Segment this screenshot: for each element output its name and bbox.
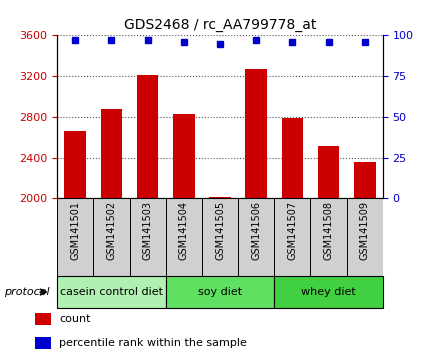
Text: GSM141502: GSM141502 xyxy=(106,201,117,260)
Text: GSM141507: GSM141507 xyxy=(287,201,297,260)
Text: GSM141508: GSM141508 xyxy=(323,201,334,259)
Bar xyxy=(282,118,303,354)
Bar xyxy=(57,198,93,276)
Text: GSM141505: GSM141505 xyxy=(215,201,225,260)
Bar xyxy=(35,337,51,349)
Bar xyxy=(64,131,86,354)
Text: count: count xyxy=(59,314,91,324)
Bar xyxy=(137,75,158,354)
Bar xyxy=(101,109,122,354)
Bar xyxy=(173,114,194,354)
Text: GSM141503: GSM141503 xyxy=(143,201,153,259)
Bar xyxy=(318,146,339,354)
Bar xyxy=(238,198,274,276)
Bar xyxy=(209,197,231,354)
Text: protocol: protocol xyxy=(4,287,50,297)
Bar xyxy=(129,198,166,276)
Text: GSM141506: GSM141506 xyxy=(251,201,261,259)
Bar xyxy=(35,313,51,325)
Bar xyxy=(93,198,129,276)
Bar xyxy=(246,69,267,354)
Bar xyxy=(274,198,311,276)
Bar xyxy=(202,198,238,276)
Text: soy diet: soy diet xyxy=(198,287,242,297)
Text: percentile rank within the sample: percentile rank within the sample xyxy=(59,338,247,348)
Text: GSM141504: GSM141504 xyxy=(179,201,189,259)
Text: GSM141509: GSM141509 xyxy=(360,201,370,259)
Text: GSM141501: GSM141501 xyxy=(70,201,80,259)
Bar xyxy=(347,198,383,276)
Title: GDS2468 / rc_AA799778_at: GDS2468 / rc_AA799778_at xyxy=(124,18,316,32)
Bar xyxy=(311,198,347,276)
Bar xyxy=(354,161,376,354)
Text: casein control diet: casein control diet xyxy=(60,287,163,297)
Text: whey diet: whey diet xyxy=(301,287,356,297)
Bar xyxy=(166,198,202,276)
